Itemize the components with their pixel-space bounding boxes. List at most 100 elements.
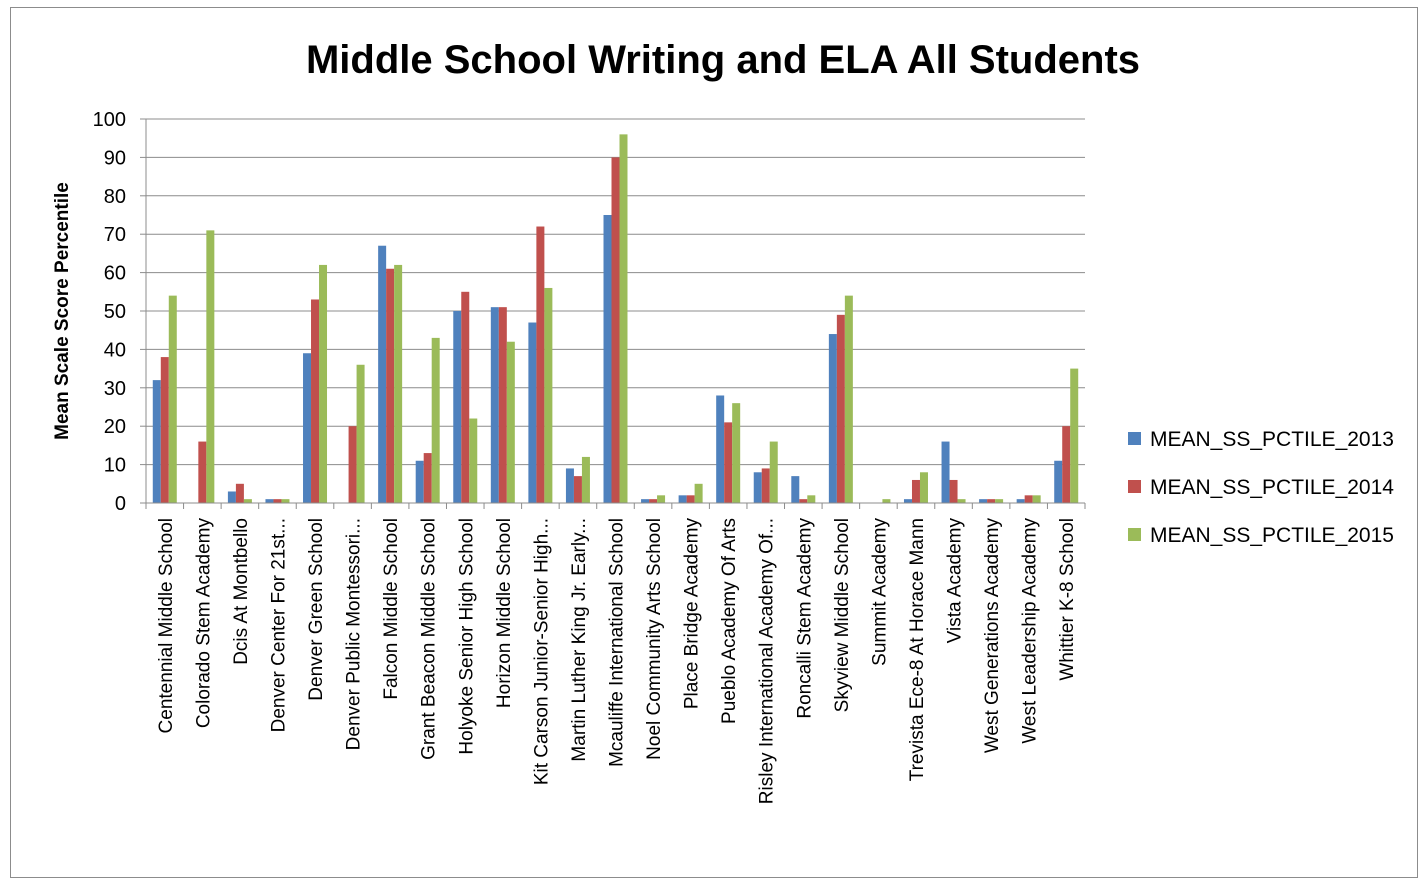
legend: MEAN_SS_PCTILE_2013 MEAN_SS_PCTILE_2014 ME… — [1128, 428, 1394, 547]
category-label: West Leadership Academy — [1020, 518, 1041, 744]
axes — [145, 119, 1086, 509]
bar-MEAN_SS_PCTILE_2015-0 — [168, 295, 177, 503]
y-tick-label: 80 — [104, 186, 126, 208]
category-label: Skyview Middle School — [832, 518, 853, 712]
category-label: Vista Academy — [945, 518, 966, 644]
bar-MEAN_SS_PCTILE_2014-16 — [761, 468, 770, 503]
category-label: Place Bridge Academy — [682, 518, 703, 710]
bar-MEAN_SS_PCTILE_2014-20 — [911, 479, 920, 503]
bar-MEAN_SS_PCTILE_2015-11 — [581, 456, 590, 503]
category-label: Risley International Academy Of... — [757, 518, 778, 804]
legend-entry: MEAN_SS_PCTILE_2014 — [1150, 476, 1394, 499]
bar-MEAN_SS_PCTILE_2013-2 — [227, 491, 236, 503]
bar-MEAN_SS_PCTILE_2014-8 — [461, 291, 470, 503]
bar-MEAN_SS_PCTILE_2013-12 — [603, 215, 612, 503]
bar-MEAN_SS_PCTILE_2015-10 — [544, 287, 553, 503]
bar-MEAN_SS_PCTILE_2015-23 — [1032, 495, 1041, 503]
category-label: Colorado Stem Academy — [193, 518, 214, 729]
bar-MEAN_SS_PCTILE_2013-9 — [490, 307, 499, 503]
bar-MEAN_SS_PCTILE_2013-15 — [716, 395, 725, 503]
category-label: Denver Public Montessori... — [344, 518, 365, 750]
bar-MEAN_SS_PCTILE_2015-12 — [619, 134, 628, 504]
bar-MEAN_SS_PCTILE_2014-12 — [611, 157, 620, 503]
bar-MEAN_SS_PCTILE_2014-14 — [686, 495, 695, 503]
bar-MEAN_SS_PCTILE_2015-22 — [995, 499, 1004, 503]
y-tick-labels: 0 10 20 30 40 50 60 70 80 90 100 — [93, 109, 126, 515]
bar-MEAN_SS_PCTILE_2014-7 — [423, 453, 432, 503]
category-label: Mcauliffe International School — [607, 518, 628, 767]
x-category-labels: Centennial Middle School Colorado Stem Ac… — [156, 518, 1078, 805]
bar-MEAN_SS_PCTILE_2013-4 — [303, 353, 312, 503]
bar-MEAN_SS_PCTILE_2014-3 — [273, 499, 282, 503]
bar-MEAN_SS_PCTILE_2015-7 — [431, 337, 440, 503]
y-tick-label: 50 — [104, 301, 126, 323]
y-tick-label: 0 — [115, 493, 126, 515]
bar-MEAN_SS_PCTILE_2015-21 — [957, 499, 966, 503]
bar-MEAN_SS_PCTILE_2014-5 — [348, 426, 357, 503]
category-label: Dcis At Montbello — [231, 518, 252, 665]
bar-MEAN_SS_PCTILE_2014-10 — [536, 226, 545, 503]
y-tick-label: 90 — [104, 147, 126, 169]
bar-MEAN_SS_PCTILE_2013-16 — [753, 472, 762, 503]
bar-MEAN_SS_PCTILE_2014-21 — [949, 479, 958, 503]
bar-MEAN_SS_PCTILE_2013-13 — [641, 499, 650, 503]
bar-MEAN_SS_PCTILE_2015-1 — [206, 230, 215, 504]
bar-MEAN_SS_PCTILE_2015-9 — [506, 341, 515, 503]
bar-MEAN_SS_PCTILE_2013-20 — [903, 499, 912, 503]
category-label: Denver Green School — [306, 518, 327, 701]
bar-MEAN_SS_PCTILE_2015-17 — [807, 495, 816, 503]
bar-MEAN_SS_PCTILE_2013-22 — [979, 499, 988, 503]
bar-MEAN_SS_PCTILE_2013-23 — [1016, 499, 1025, 503]
bar-MEAN_SS_PCTILE_2015-20 — [919, 472, 928, 503]
bar-MEAN_SS_PCTILE_2014-22 — [987, 499, 996, 503]
bar-MEAN_SS_PCTILE_2015-18 — [844, 295, 853, 503]
category-label: West Generations Academy — [982, 518, 1003, 754]
category-label: Horizon Middle School — [494, 518, 515, 708]
y-tick-label: 100 — [93, 109, 126, 131]
bar-MEAN_SS_PCTILE_2014-1 — [198, 441, 207, 503]
bar-MEAN_SS_PCTILE_2014-15 — [724, 422, 733, 503]
bar-MEAN_SS_PCTILE_2013-21 — [941, 441, 950, 503]
legend-entry: MEAN_SS_PCTILE_2013 — [1150, 428, 1394, 451]
legend-swatch — [1128, 528, 1141, 541]
bar-MEAN_SS_PCTILE_2015-2 — [243, 499, 252, 503]
chart-frame — [10, 7, 1418, 878]
bar-MEAN_SS_PCTILE_2013-17 — [791, 476, 800, 503]
bar-MEAN_SS_PCTILE_2014-6 — [386, 268, 395, 503]
category-label: Whittier K-8 School — [1057, 518, 1078, 681]
bar-MEAN_SS_PCTILE_2015-3 — [281, 499, 290, 503]
bar-MEAN_SS_PCTILE_2013-24 — [1054, 460, 1063, 503]
y-tick-label: 60 — [104, 263, 126, 285]
bar-MEAN_SS_PCTILE_2013-14 — [678, 495, 687, 503]
bar-MEAN_SS_PCTILE_2015-14 — [694, 483, 703, 503]
bar-MEAN_SS_PCTILE_2015-13 — [657, 495, 666, 503]
category-label: Roncalli Stem Academy — [794, 518, 815, 719]
bar-MEAN_SS_PCTILE_2015-4 — [319, 264, 328, 503]
bar-MEAN_SS_PCTILE_2014-13 — [649, 499, 658, 503]
category-label: Martin Luther King Jr. Early... — [569, 518, 590, 762]
bar-MEAN_SS_PCTILE_2013-10 — [528, 322, 537, 503]
bar-MEAN_SS_PCTILE_2015-5 — [356, 364, 365, 503]
bar-MEAN_SS_PCTILE_2015-24 — [1070, 368, 1079, 503]
category-label: Kit Carson Junior-Senior High... — [531, 518, 552, 785]
category-label: Grant Beacon Middle School — [419, 518, 440, 760]
y-tick-label: 20 — [104, 416, 126, 438]
y-tick-label: 10 — [104, 455, 126, 477]
bar-MEAN_SS_PCTILE_2014-11 — [573, 476, 582, 503]
category-label: Pueblo Academy Of Arts — [719, 518, 740, 724]
bar-MEAN_SS_PCTILE_2015-8 — [469, 418, 478, 503]
bar-MEAN_SS_PCTILE_2014-2 — [235, 483, 244, 503]
category-label: Centennial Middle School — [156, 518, 177, 733]
bar-MEAN_SS_PCTILE_2014-4 — [311, 299, 320, 503]
y-axis-label: Mean Scale Score Percentile — [52, 182, 73, 440]
category-label: Noel Community Arts School — [644, 518, 665, 760]
bar-MEAN_SS_PCTILE_2014-9 — [498, 307, 507, 503]
bar-MEAN_SS_PCTILE_2015-19 — [882, 499, 891, 503]
bar-MEAN_SS_PCTILE_2013-3 — [265, 499, 274, 503]
bar-MEAN_SS_PCTILE_2015-16 — [769, 441, 778, 503]
y-tick-label: 40 — [104, 339, 126, 361]
chart-title: Middle School Writing and ELA All Studen… — [306, 38, 1140, 82]
bar-MEAN_SS_PCTILE_2014-0 — [160, 357, 169, 503]
bar-MEAN_SS_PCTILE_2014-23 — [1024, 495, 1033, 503]
